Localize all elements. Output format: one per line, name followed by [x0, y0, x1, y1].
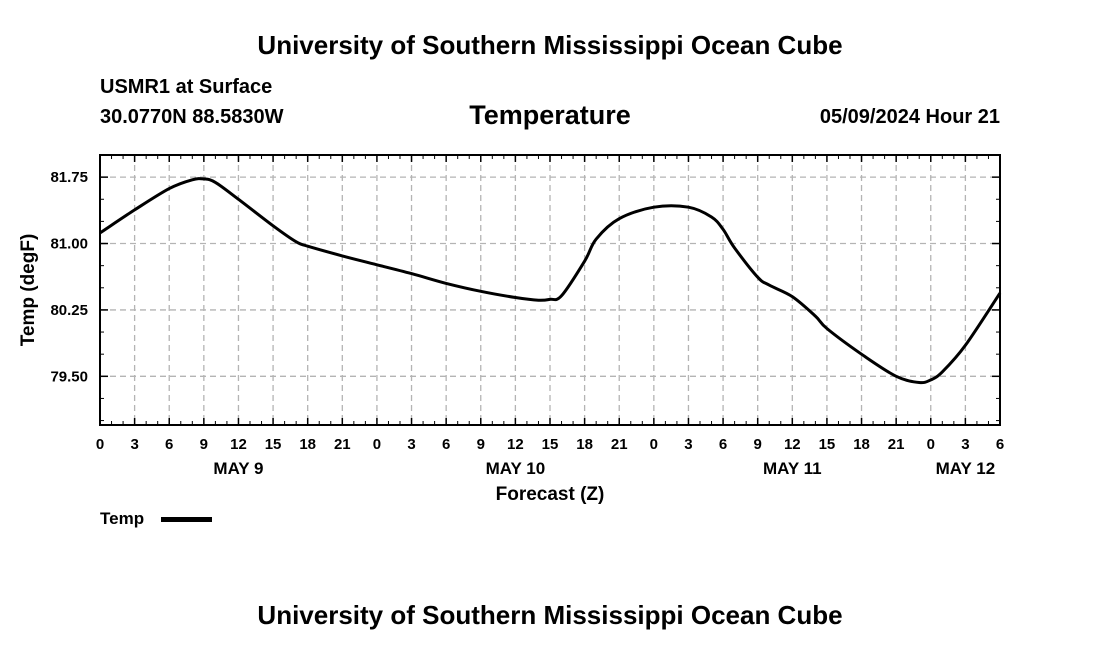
x-tick-label: 21	[611, 436, 628, 453]
bottom-title: University of Southern Mississippi Ocean…	[257, 600, 843, 630]
x-tick-label: 18	[853, 436, 870, 453]
x-tick-label: 12	[230, 436, 247, 453]
legend-line-swatch	[161, 517, 212, 522]
x-tick-label: 0	[927, 436, 935, 453]
ticks	[99, 154, 1001, 425]
x-tick-label: 18	[299, 436, 316, 453]
date-label: MAY 12	[936, 459, 996, 478]
datetime-label: 05/09/2024 Hour 21	[819, 106, 1000, 128]
x-tick-label: 15	[542, 436, 559, 453]
y-tick-label: 80.25	[50, 302, 88, 319]
date-label: MAY 11	[763, 459, 822, 478]
x-tick-label: 9	[200, 436, 208, 453]
x-tick-label: 12	[507, 436, 524, 453]
x-tick-label: 6	[442, 436, 450, 453]
station-label: USMR1 at Surface	[100, 76, 273, 98]
x-tick-label: 3	[961, 436, 969, 453]
series-layer	[99, 177, 1002, 385]
y-tick-label: 81.00	[50, 236, 88, 253]
x-tick-label: 9	[477, 436, 485, 453]
tick-labels: 0 3 6 9 12 15 18 21 0 3 6 9 12 15 18 21 0 3 6 9 12 15 18 21 0 3 6M…	[50, 169, 1004, 478]
y-axis-title: Temp (degF)	[18, 234, 39, 347]
x-tick-label: 0	[373, 436, 381, 453]
date-label: MAY 10	[486, 459, 546, 478]
x-tick-label: 21	[888, 436, 905, 453]
x-tick-label: 6	[165, 436, 173, 453]
lat-lon-label: 30.0770N 88.5830W	[100, 106, 284, 128]
temp-series-line	[99, 177, 1002, 385]
x-tick-label: 12	[784, 436, 801, 453]
x-tick-label: 3	[130, 436, 138, 453]
x-tick-label: 6	[719, 436, 727, 453]
x-tick-label: 21	[334, 436, 351, 453]
x-tick-label: 9	[754, 436, 762, 453]
x-tick-label: 0	[96, 436, 104, 453]
x-tick-label: 15	[819, 436, 836, 453]
x-tick-label: 15	[265, 436, 282, 453]
x-tick-label: 3	[407, 436, 415, 453]
chart-title: Temperature	[469, 100, 631, 130]
x-axis-title: Forecast (Z)	[496, 484, 605, 505]
y-tick-label: 81.75	[50, 169, 88, 186]
date-label: MAY 9	[213, 459, 263, 478]
grid	[100, 155, 1000, 425]
x-tick-label: 6	[996, 436, 1004, 453]
y-tick-label: 79.50	[50, 368, 88, 385]
x-tick-label: 0	[650, 436, 658, 453]
x-tick-label: 18	[576, 436, 593, 453]
legend-label: Temp	[100, 509, 145, 528]
x-tick-label: 3	[684, 436, 692, 453]
top-title: University of Southern Mississippi Ocean…	[257, 30, 843, 60]
